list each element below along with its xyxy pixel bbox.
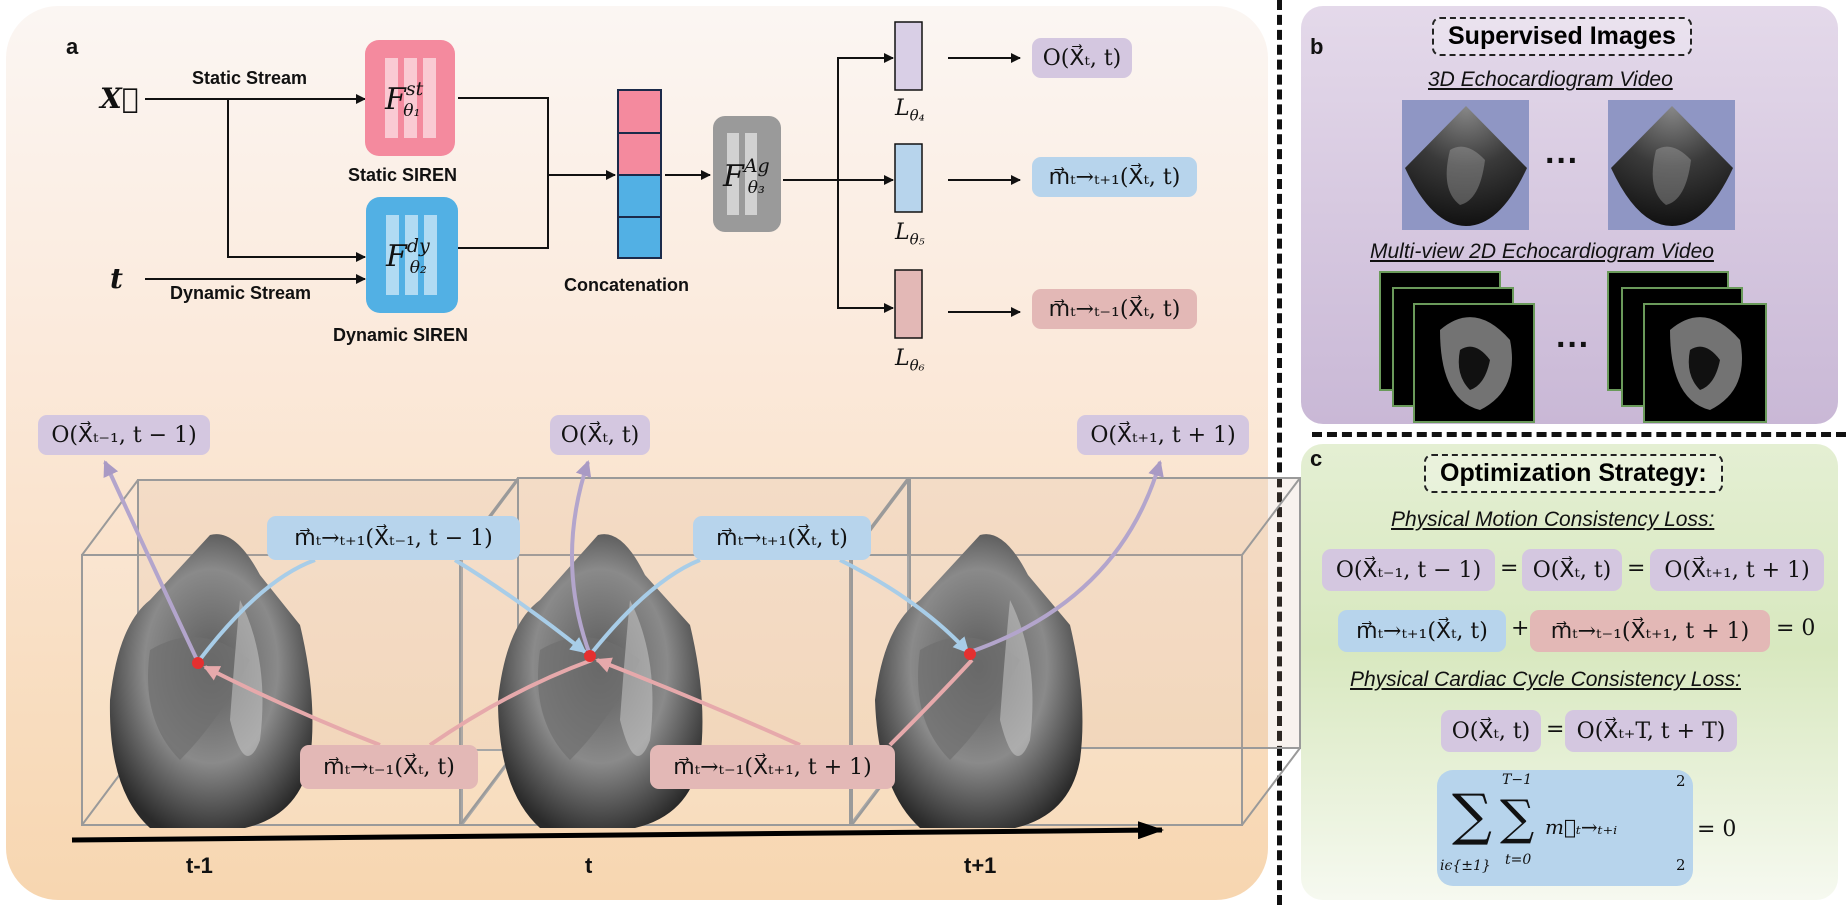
occupancy-next: O(X⃗ₜ₊₁, t + 1) [1077, 415, 1249, 455]
supervised-images-heading: Supervised Images [1432, 17, 1692, 56]
backward-motion-curr: m⃗ₜ→ₜ₋₁(X⃗ₜ, t) [300, 745, 478, 789]
sum-term: m⃗ₜ→ₜ₊ᵢ [1545, 815, 1618, 839]
head-l4-label: Lθ₄ [895, 96, 925, 125]
point-t-minus-1 [192, 657, 204, 669]
head-occupancy [894, 21, 923, 91]
occupancy-prev: O(X⃗ₜ₋₁, t − 1) [38, 415, 210, 455]
eq1-equals-1: = [1500, 556, 1519, 581]
dynamic-siren-block [366, 197, 458, 313]
outer-sum-index: iϵ{±1} [1440, 858, 1491, 874]
dynamic-siren-label: Dynamic SIREN [333, 325, 469, 345]
panel-label-b: b [1310, 34, 1324, 59]
eq3-equals: = [1546, 717, 1565, 742]
echo-3d-frame-2 [1608, 100, 1735, 230]
time-axis [71, 821, 1164, 843]
forward-motion-prev: m⃗ₜ→ₜ₊₁(X⃗ₜ₋₁, t − 1) [267, 516, 520, 560]
eq2-plus: + [1511, 616, 1530, 641]
eq2-zero: = 0 [1776, 616, 1816, 641]
eq1-occ-prev: O(X⃗ₜ₋₁, t − 1) [1322, 549, 1495, 591]
eq2-backward-motion: m⃗ₜ→ₜ₋₁(X⃗ₜ₊₁, t + 1) [1530, 610, 1770, 652]
sum-norm-equation [1437, 770, 1693, 886]
video-3d-label: 3D Echocardiogram Video [1428, 68, 1673, 91]
static-stream-label: Static Stream [192, 68, 308, 88]
eq3-occ-curr: O(X⃗ₜ, t) [1441, 710, 1541, 752]
outer-sum-symbol: ∑ [1452, 783, 1492, 848]
echo-2d-stack-1 [1379, 271, 1535, 423]
norm-superscript: 2 [1676, 772, 1686, 790]
ellipsis-3d: ··· [1545, 142, 1579, 180]
sum-equals-zero: = 0 [1697, 817, 1737, 842]
point-t [584, 650, 596, 662]
panel-label-a: a [66, 34, 79, 59]
optimization-heading: Optimization Strategy: [1424, 454, 1723, 493]
eq1-equals-2: = [1627, 556, 1646, 581]
input-t: t [110, 262, 123, 295]
static-siren-label: Static SIREN [348, 165, 458, 185]
backward-motion-next: m⃗ₜ→ₜ₋₁(X⃗ₜ₊₁, t + 1) [650, 745, 895, 789]
head-l6-label: Lθ₆ [895, 346, 925, 375]
time-label-next: t+1 [964, 853, 997, 878]
time-label-prev: t-1 [186, 853, 213, 878]
horizontal-divider [1312, 432, 1846, 437]
dynamic-siren-formula: Fdyθ₂ [386, 235, 430, 278]
aggregator-formula: FAgθ₃ [723, 155, 770, 198]
echo-3d-frame-1 [1402, 100, 1529, 230]
head-forward [894, 143, 923, 213]
heart-volume-t-plus-1 [875, 534, 1083, 828]
output-backward-motion: m⃗ₜ→ₜ₋₁(X⃗ₜ, t) [1032, 289, 1197, 329]
eq2-forward-motion: m⃗ₜ→ₜ₊₁(X⃗ₜ, t) [1338, 610, 1506, 652]
inner-sum-lower: t=0 [1505, 852, 1532, 868]
inner-sum-upper: T−1 [1502, 772, 1532, 788]
point-t-plus-1 [964, 648, 976, 660]
ellipsis-2d: ··· [1556, 326, 1590, 364]
aggregator-block [713, 116, 781, 232]
motion-consistency-loss-label: Physical Motion Consistency Loss: [1391, 508, 1715, 531]
vertical-divider [1277, 0, 1282, 905]
occupancy-curr: O(X⃗ₜ, t) [550, 415, 650, 455]
motion-curves [103, 460, 1164, 747]
heart-volume-t-minus-1 [109, 534, 313, 828]
architecture-arrows [145, 53, 1021, 317]
time-label-curr: t [585, 853, 593, 878]
forward-motion-curr: m⃗ₜ→ₜ₊₁(X⃗ₜ, t) [693, 516, 871, 560]
eq3-occ-cycle: O(X⃗ₜ₊T, t + T) [1565, 710, 1737, 752]
concatenation-stack [617, 89, 662, 259]
inner-sum-symbol: ∑ [1500, 790, 1535, 846]
output-forward-motion: m⃗ₜ→ₜ₊₁(X⃗ₜ, t) [1032, 157, 1197, 197]
head-backward [894, 269, 923, 339]
static-siren-formula: Fstθ₁ [385, 78, 424, 121]
eq1-occ-next: O(X⃗ₜ₊₁, t + 1) [1650, 549, 1824, 591]
video-2d-label: Multi-view 2D Echocardiogram Video [1370, 240, 1714, 263]
norm-subscript: 2 [1676, 856, 1686, 874]
dynamic-stream-label: Dynamic Stream [170, 283, 312, 303]
echo-2d-stack-2 [1607, 271, 1767, 423]
panel-label-c: c [1310, 446, 1323, 471]
concatenation-label: Concatenation [564, 275, 690, 295]
input-x: X⃗ [100, 82, 139, 115]
head-l5-label: Lθ₅ [895, 220, 925, 249]
output-occupancy: O(X⃗ₜ, t) [1032, 38, 1132, 78]
static-siren-block [365, 40, 455, 156]
cycle-consistency-loss-label: Physical Cardiac Cycle Consistency Loss: [1350, 668, 1741, 691]
eq1-occ-curr: O(X⃗ₜ, t) [1522, 549, 1622, 591]
